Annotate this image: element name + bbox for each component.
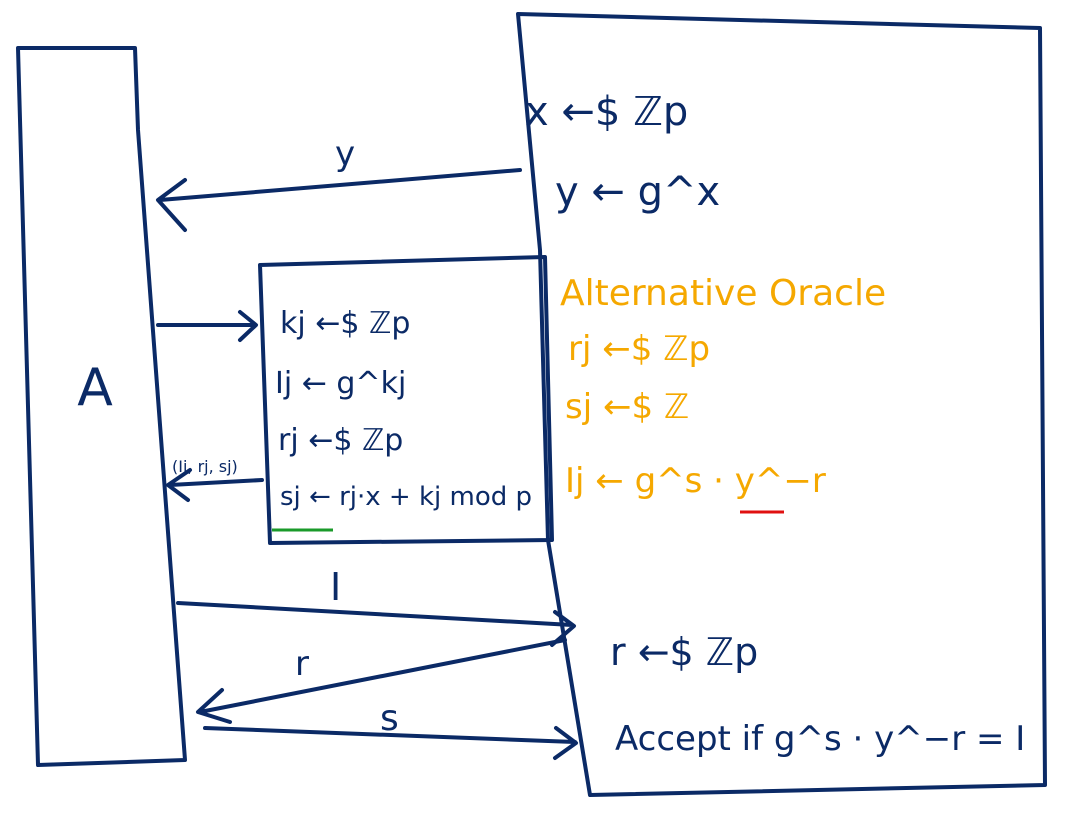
oracle-reply-label: (Ij, rj, sj) [172, 457, 238, 476]
oracle-line-1: kj ←$ ℤp [280, 306, 410, 341]
alternative-oracle-line-2: sj ←$ ℤ [565, 387, 689, 427]
arrow-challenge [196, 638, 567, 724]
challenger-line-1: x ←$ ℤp [525, 89, 688, 135]
arrow-y [156, 168, 522, 232]
challenger-box [516, 12, 1047, 797]
message-commit-label: I [330, 565, 341, 609]
message-response-label: s [380, 698, 399, 739]
alternative-oracle-title: Alternative Oracle [560, 273, 886, 314]
message-y-label: y [335, 134, 355, 174]
alternative-oracle-line-3: Ij ← g^s · y^−r [565, 461, 826, 501]
adversary-box [16, 46, 187, 767]
oracle-box [258, 255, 554, 545]
oracle-line-4: sj ← rj·x + kj mod p [280, 482, 532, 512]
oracle-line-2: Ij ← g^kj [275, 366, 406, 401]
challenger-line-2: y ← g^x [555, 169, 720, 215]
arrow-oracle-reply [166, 468, 264, 502]
message-challenge-label: r [295, 644, 309, 684]
arrow-commit [176, 601, 576, 647]
verifier-line-1: r ←$ ℤp [610, 630, 758, 674]
arrow-oracle-query [156, 310, 258, 342]
alternative-oracle-line-1: rj ←$ ℤp [568, 329, 710, 369]
adversary-label: A [77, 358, 113, 418]
oracle-line-3: rj ←$ ℤp [278, 423, 403, 458]
arrow-response [203, 726, 578, 760]
verifier-line-2: Accept if g^s · y^−r = I [615, 719, 1025, 759]
